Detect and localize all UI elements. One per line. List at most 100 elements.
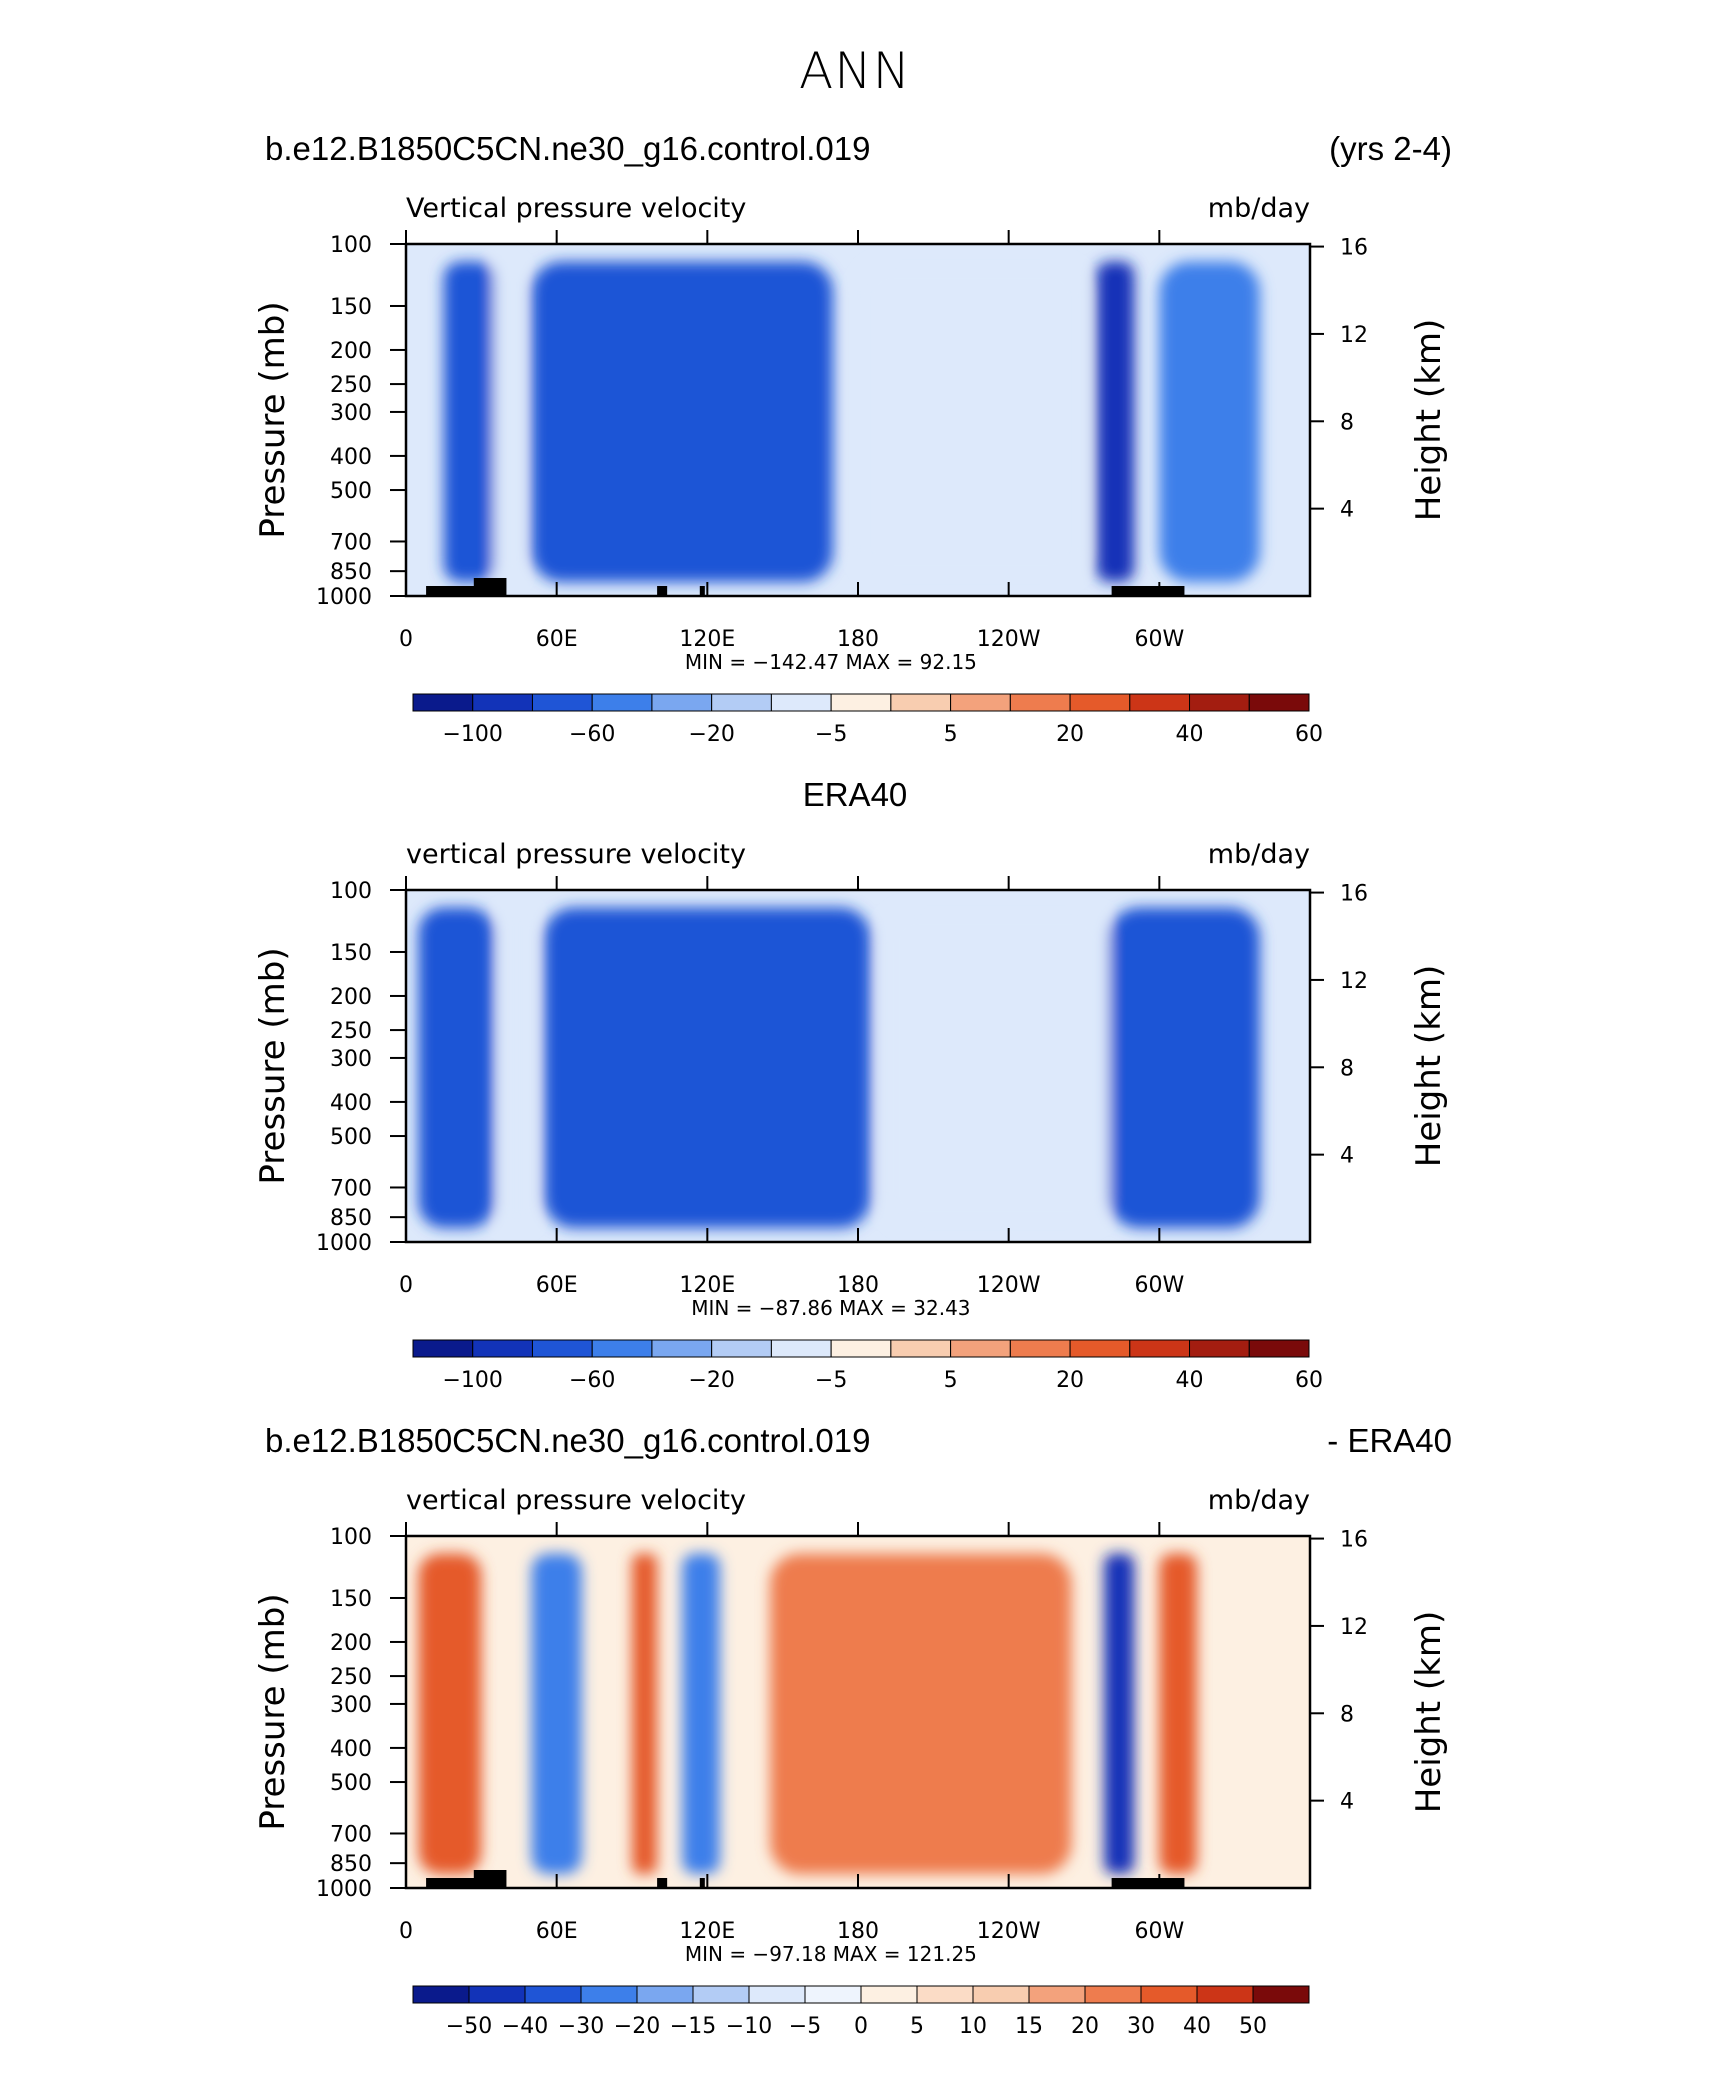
y-tick-label: 400 xyxy=(330,1737,372,1762)
colorbar-label: −5 xyxy=(789,2014,821,2039)
y-tick-label: 1000 xyxy=(316,585,372,610)
colorbar-label: 5 xyxy=(944,722,958,747)
colorbar-label: −60 xyxy=(569,722,615,747)
y-tick-label: 1000 xyxy=(316,1877,372,1902)
colorbar-box xyxy=(950,1339,1011,1358)
variable-label: vertical pressure velocity xyxy=(406,1485,746,1516)
y-tick-label: 500 xyxy=(330,1771,372,1796)
x-tick-label: 180 xyxy=(837,627,879,652)
colorbar-label: −5 xyxy=(815,722,847,747)
x-tick-label: 0 xyxy=(399,627,413,652)
pressure-axis-label: Pressure (mb) xyxy=(253,947,293,1184)
variable-label: Vertical pressure velocity xyxy=(406,193,746,224)
field-feature xyxy=(544,907,871,1228)
y-tick-label: 150 xyxy=(330,941,372,966)
min-max-stats: MIN = −97.18 MAX = 121.25 xyxy=(685,1942,977,1966)
colorbar-box xyxy=(591,693,653,712)
colorbar-label: −100 xyxy=(443,1368,503,1393)
y-tick-label: 700 xyxy=(330,530,372,555)
colorbar-box xyxy=(770,1339,832,1358)
y-tick-label: 300 xyxy=(330,1047,372,1072)
colorbar-label: 15 xyxy=(1015,2014,1043,2039)
colorbar-box xyxy=(1189,1339,1250,1358)
colorbar-box xyxy=(1069,1339,1131,1358)
y-tick-label: 400 xyxy=(330,445,372,470)
x-tick-label: 120E xyxy=(679,1273,735,1298)
colorbar-box xyxy=(1252,1985,1310,2004)
units-label: mb/day xyxy=(1208,839,1310,870)
min-max-stats: MIN = −87.86 MAX = 32.43 xyxy=(691,1296,970,1320)
min-max-stats: MIN = −142.47 MAX = 92.15 xyxy=(685,650,977,674)
colorbar-box xyxy=(651,1339,713,1358)
panel2-title-center: ERA40 xyxy=(802,776,908,813)
colorbar-label: −100 xyxy=(443,722,503,747)
colorbar-label: −40 xyxy=(502,2014,548,2039)
field-feature xyxy=(858,261,1084,582)
colorbar-box xyxy=(830,1339,892,1358)
panel-3: 0 60E 120E 180 120W 60W1001502002503004005007… xyxy=(253,1485,1449,2039)
units-label: mb/day xyxy=(1208,193,1310,224)
field-feature xyxy=(1109,907,1260,1228)
x-tick-label: 0 xyxy=(399,1919,413,1944)
field-feature xyxy=(501,907,532,1228)
height-axis-label: Height (km) xyxy=(1409,319,1449,522)
variable-label: vertical pressure velocity xyxy=(406,839,746,870)
colorbar-box xyxy=(524,1985,582,2004)
panel-1: 0 60E 120E 180 120W 60W 100 150 200 250 300 400 500 7… xyxy=(253,193,1449,747)
colorbar-box xyxy=(412,1985,470,2004)
height-tick-label: 4 xyxy=(1340,498,1354,523)
colorbar-box xyxy=(1189,693,1250,712)
field-feature xyxy=(418,1553,482,1874)
colorbar-box xyxy=(860,1985,918,2004)
colorbar-label: −50 xyxy=(446,2014,492,2039)
x-tick-label: 60E xyxy=(536,1273,578,1298)
colorbar-label: −20 xyxy=(688,722,734,747)
colorbar-box xyxy=(591,1339,653,1358)
colorbar-box xyxy=(890,1339,952,1358)
colorbar-box xyxy=(1069,693,1131,712)
y-tick-label: 100 xyxy=(330,879,372,904)
colorbar-label: 10 xyxy=(959,2014,987,2039)
colorbar-box xyxy=(1248,1339,1310,1358)
topography-mask xyxy=(473,578,507,596)
colorbar-label: 60 xyxy=(1295,1368,1323,1393)
colorbar-label: −20 xyxy=(614,2014,660,2039)
y-tick-label: 250 xyxy=(330,1019,372,1044)
units-label: mb/day xyxy=(1208,1485,1310,1516)
colorbar-box xyxy=(1196,1985,1254,2004)
colorbar-box xyxy=(711,693,772,712)
x-tick-label: 120W xyxy=(977,1273,1041,1298)
panel3-title-left: b.e12.B1850C5CN.ne30_g16.control.019 xyxy=(265,1422,871,1459)
colorbar-box xyxy=(412,1339,474,1358)
colorbar-box xyxy=(804,1985,862,2004)
colorbar-label: 20 xyxy=(1071,2014,1099,2039)
colorbar-box xyxy=(1028,1985,1086,2004)
y-tick-label: 500 xyxy=(330,1125,372,1150)
y-tick-label: 400 xyxy=(330,1091,372,1116)
colorbar-label: 20 xyxy=(1056,1368,1084,1393)
y-tick-label: 250 xyxy=(330,373,372,398)
y-tick-label: 700 xyxy=(330,1822,372,1847)
y-tick-label: 850 xyxy=(330,1852,372,1877)
field-layer xyxy=(418,907,1260,1228)
colorbar-label: 5 xyxy=(944,1368,958,1393)
x-tick-label: 120E xyxy=(679,627,735,652)
field-feature xyxy=(531,1553,582,1874)
height-tick-label: 16 xyxy=(1340,236,1368,261)
field-layer xyxy=(418,1553,1197,1874)
figure-title: ANN xyxy=(798,42,911,100)
colorbar-box xyxy=(1129,693,1191,712)
colorbar-label: 20 xyxy=(1056,722,1084,747)
colorbar-label: −60 xyxy=(569,1368,615,1393)
topography-mask xyxy=(657,586,668,596)
topography-mask xyxy=(473,1870,507,1888)
field-feature xyxy=(531,261,833,582)
height-tick-label: 4 xyxy=(1340,1790,1354,1815)
field-feature xyxy=(632,1553,658,1874)
panel-2: 0 60E 120E 180 120W 60W 100 150 200 250 300 400 500 7… xyxy=(253,839,1449,1393)
x-tick-label: 60E xyxy=(536,627,578,652)
x-tick-label: 0 xyxy=(399,1273,413,1298)
height-tick-label: 16 xyxy=(1340,1528,1368,1553)
colorbar-label: 5 xyxy=(910,2014,924,2039)
